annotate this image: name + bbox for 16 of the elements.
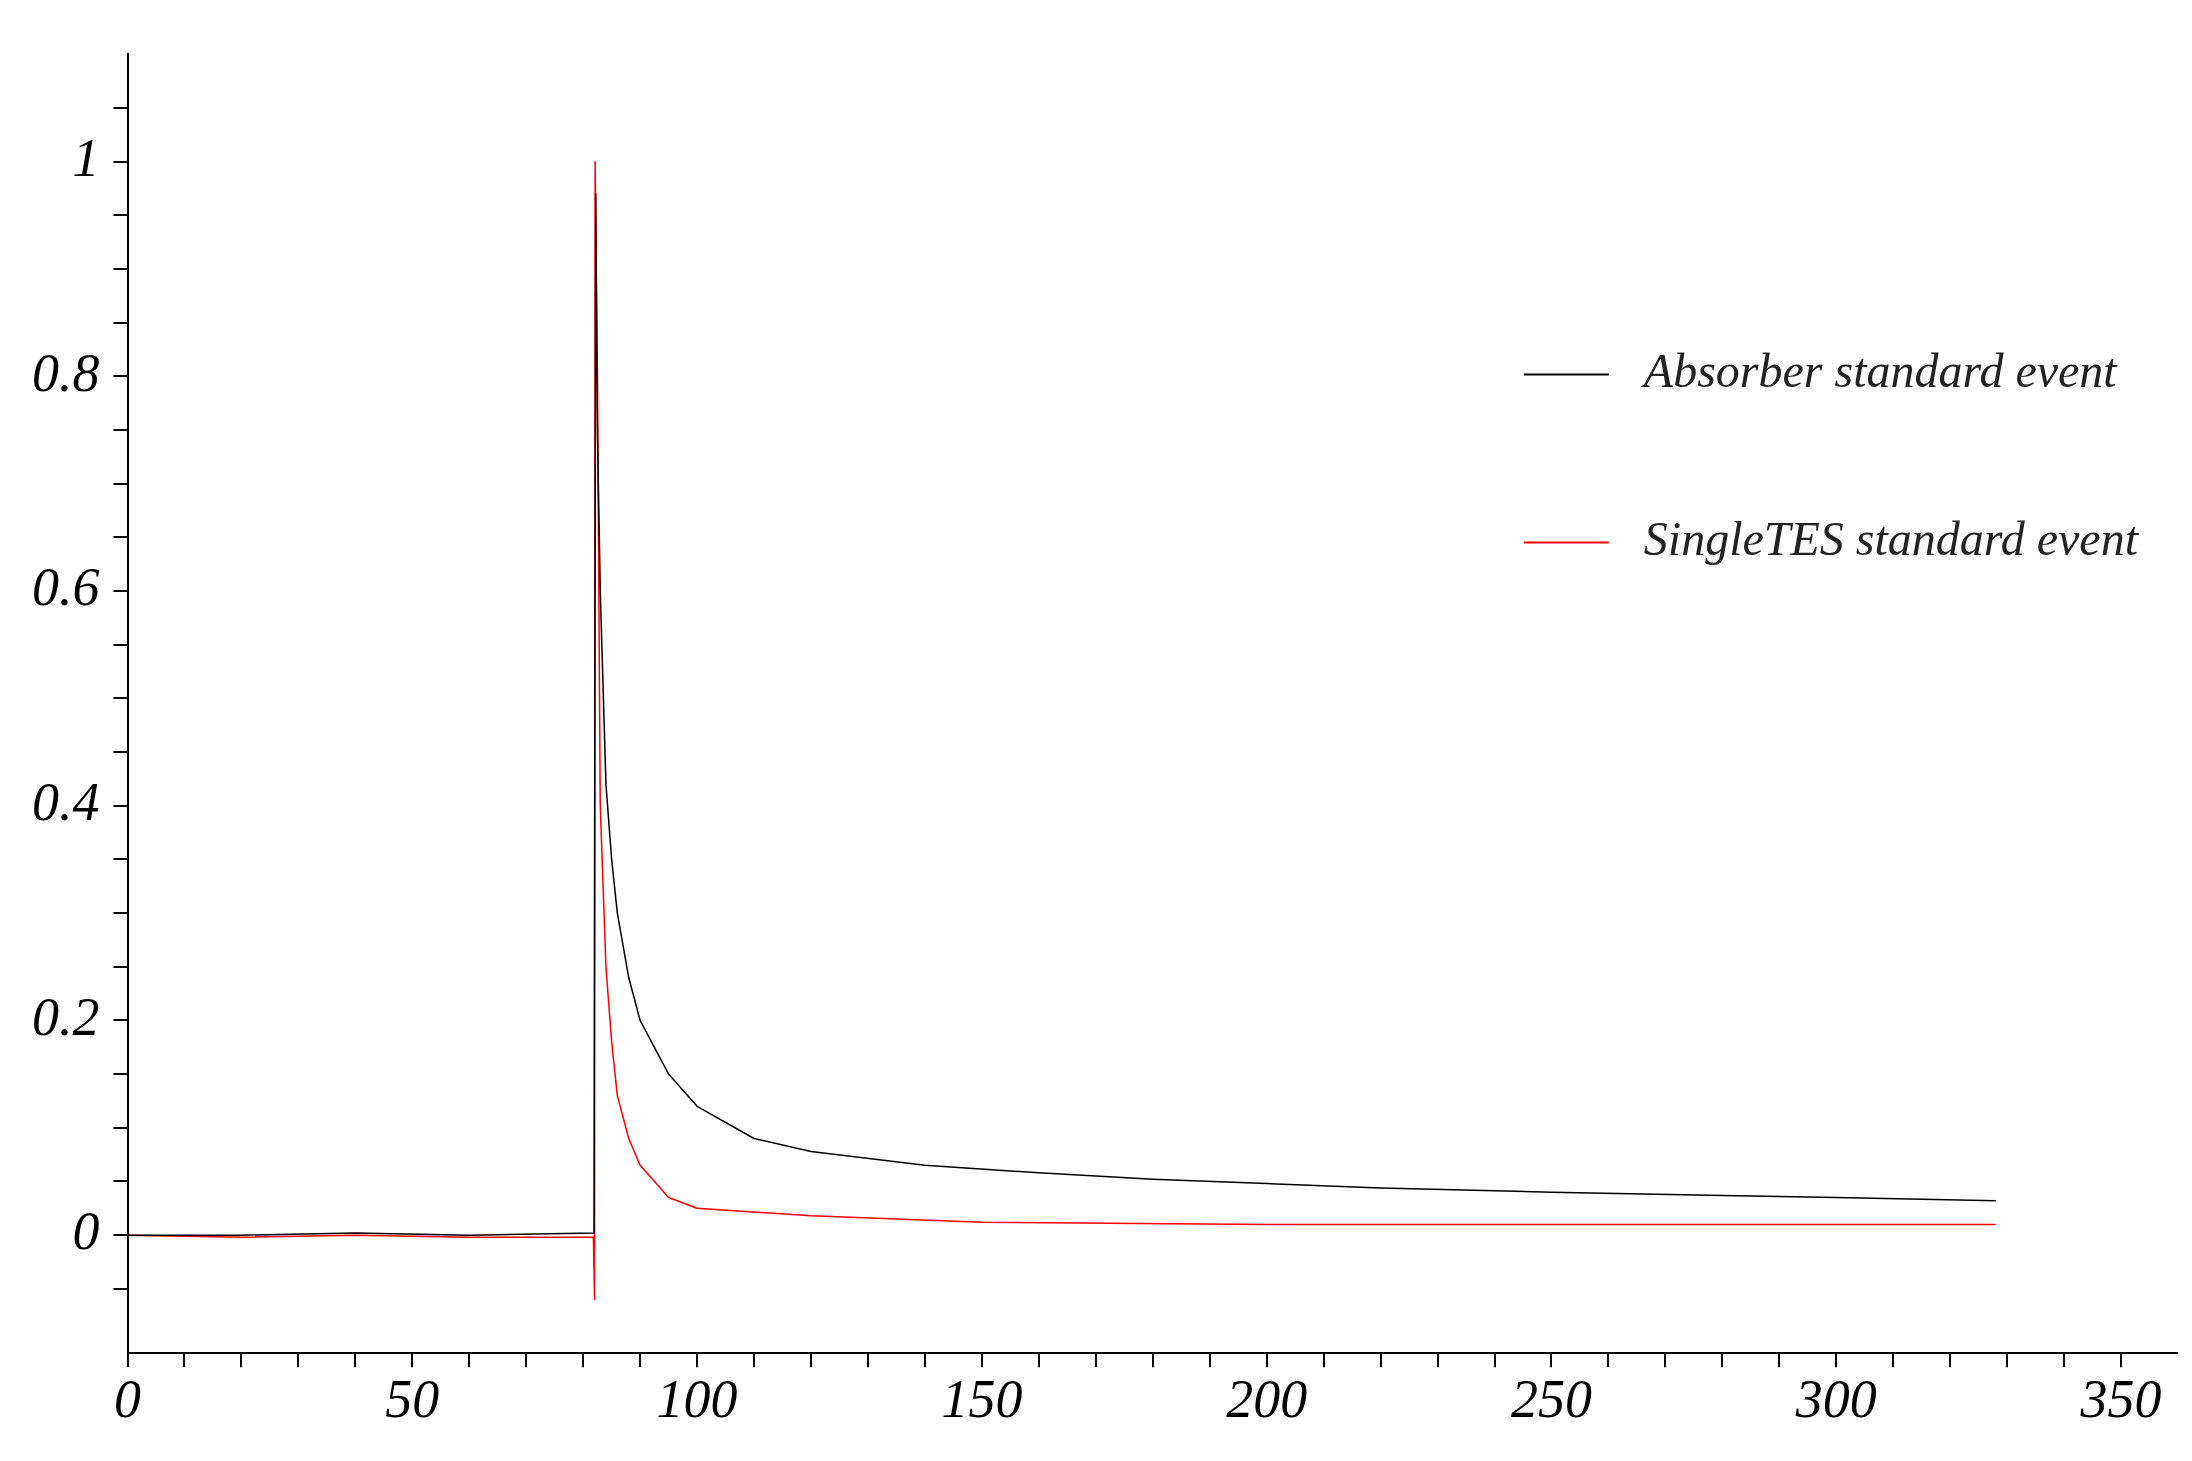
x-tick-label: 150: [941, 1368, 1023, 1429]
legend-label: SingleTES standard event: [1643, 512, 2140, 566]
y-tick-label: 0.6: [32, 557, 100, 618]
y-tick-label: 0.8: [32, 342, 100, 403]
y-tick-label: 0.2: [32, 986, 100, 1047]
x-tick-label: 200: [1226, 1368, 1308, 1429]
x-tick-label: 300: [1794, 1368, 1877, 1429]
y-tick-label: 0: [72, 1201, 100, 1262]
x-tick-label: 50: [385, 1368, 440, 1429]
x-tick-label: 100: [656, 1368, 738, 1429]
x-tick-label: 250: [1510, 1368, 1592, 1429]
y-tick-label: 1: [72, 127, 100, 188]
x-tick-label: 0: [114, 1368, 141, 1429]
legend-label: Absorber standard event: [1640, 344, 2119, 398]
y-tick-label: 0.4: [32, 771, 100, 832]
x-tick-label: 350: [2079, 1368, 2162, 1429]
